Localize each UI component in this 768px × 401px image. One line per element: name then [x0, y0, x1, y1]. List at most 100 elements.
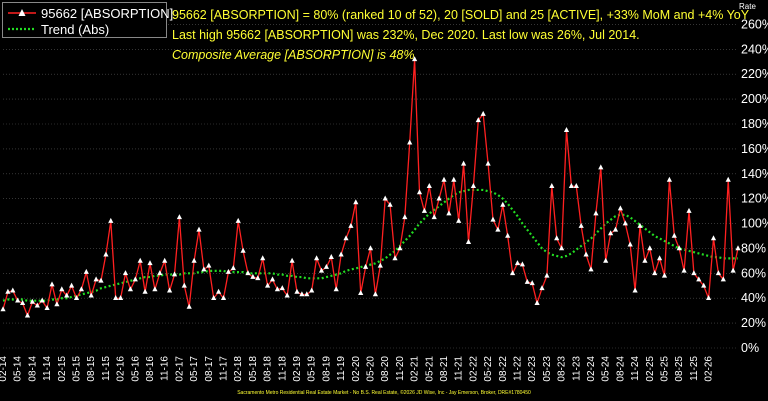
data-point	[544, 272, 550, 278]
x-tick-label: 11-14	[42, 356, 53, 381]
data-point	[480, 110, 486, 116]
data-point	[701, 282, 707, 288]
y-tick-label: 220%	[741, 67, 768, 81]
x-tick-label: 11-22	[513, 356, 524, 381]
data-point	[220, 295, 227, 301]
data-point	[348, 222, 354, 228]
x-tick-label: 11-15	[101, 356, 112, 381]
y-tick-labels: 0% 20% 40% 60% 80% 100% 120% 140% 160% 180% 200% 22…	[741, 17, 768, 355]
data-point	[412, 56, 418, 62]
data-point	[304, 291, 310, 297]
legend-trend-swatch	[8, 27, 36, 31]
x-tick-label: 08-18	[263, 356, 274, 382]
legend-series-swatch	[8, 9, 36, 16]
x-tick-label: 05-16	[130, 356, 141, 382]
x-tick-label: 11-17	[219, 356, 230, 381]
x-tick-label: 02-24	[586, 356, 597, 382]
legend-item-series: 95662 [ABSORPTION]	[7, 5, 173, 21]
x-tick-label: 08-21	[439, 356, 450, 382]
data-point	[162, 257, 168, 263]
x-tick-label: 05-24	[601, 356, 612, 382]
x-tick-label: 08-16	[145, 356, 156, 382]
data-point	[29, 298, 35, 304]
data-point	[402, 214, 408, 220]
data-point	[426, 183, 432, 189]
data-point	[691, 270, 697, 276]
data-point	[681, 267, 687, 273]
data-point	[88, 292, 94, 298]
data-point	[299, 291, 305, 297]
data-point	[323, 263, 329, 269]
data-point	[642, 257, 648, 263]
x-tick-label: 05-19	[307, 356, 318, 382]
x-tick-label: 08-22	[498, 356, 509, 382]
y-tick-label: 140%	[741, 167, 768, 181]
data-point	[191, 257, 197, 263]
data-point	[514, 260, 521, 266]
data-point	[461, 160, 467, 166]
y-tick-label: 40%	[741, 291, 766, 305]
data-point	[490, 216, 496, 222]
data-point	[671, 232, 677, 238]
data-point	[593, 210, 599, 216]
data-point	[5, 288, 11, 294]
data-point	[500, 201, 506, 207]
x-tick-label: 02-21	[410, 356, 421, 382]
data-point	[118, 295, 124, 301]
data-point	[93, 276, 99, 282]
data-point	[69, 282, 75, 288]
data-point	[147, 260, 153, 266]
data-point	[622, 220, 628, 226]
series-polyline	[2, 59, 739, 318]
data-point	[519, 261, 525, 267]
data-point	[54, 301, 60, 307]
data-point	[314, 255, 320, 261]
data-point	[578, 222, 584, 228]
x-tick-label: 02-23	[527, 356, 538, 382]
y-tick-label: 20%	[741, 316, 766, 330]
data-point	[421, 207, 427, 213]
series-line	[2, 59, 739, 318]
data-point	[127, 286, 133, 292]
data-point	[265, 282, 271, 288]
data-point	[612, 226, 619, 232]
data-point	[279, 285, 285, 291]
data-point	[441, 176, 447, 182]
data-point	[735, 245, 741, 251]
data-point	[245, 270, 251, 276]
data-point	[353, 199, 359, 205]
legend-item-trend: Trend (Abs)	[7, 21, 109, 37]
data-point	[666, 176, 672, 182]
legend-trend-label: Trend (Abs)	[41, 21, 110, 37]
y-tick-label: 120%	[741, 192, 768, 206]
data-point	[539, 285, 545, 291]
data-point	[255, 275, 261, 281]
y-tick-label: 160%	[741, 142, 768, 156]
data-point	[657, 255, 663, 261]
data-point	[171, 271, 178, 277]
x-tick-label: 08-15	[86, 356, 97, 382]
data-point	[465, 239, 472, 245]
y-tick-label: 60%	[741, 266, 766, 280]
data-point	[206, 262, 212, 268]
data-point	[167, 287, 173, 293]
data-point	[235, 217, 241, 223]
data-point	[647, 245, 653, 251]
x-tick-label: 05-18	[248, 356, 259, 382]
data-point	[377, 262, 383, 268]
data-point	[451, 176, 457, 182]
data-point	[715, 270, 721, 276]
x-tick-label: 11-18	[277, 356, 288, 381]
x-tick-label: 11-20	[395, 356, 406, 381]
y-tick-label: 80%	[741, 241, 766, 255]
data-point	[706, 295, 712, 301]
data-point	[333, 286, 339, 292]
legend: 95662 [ABSORPTION] Trend (Abs)	[2, 2, 173, 38]
data-point	[676, 245, 682, 251]
x-tick-label: 05-23	[542, 356, 553, 382]
data-point	[284, 292, 290, 298]
data-point	[436, 195, 442, 201]
data-point	[652, 270, 658, 276]
data-point	[83, 268, 89, 274]
x-tick-label: 05-25	[660, 356, 671, 382]
